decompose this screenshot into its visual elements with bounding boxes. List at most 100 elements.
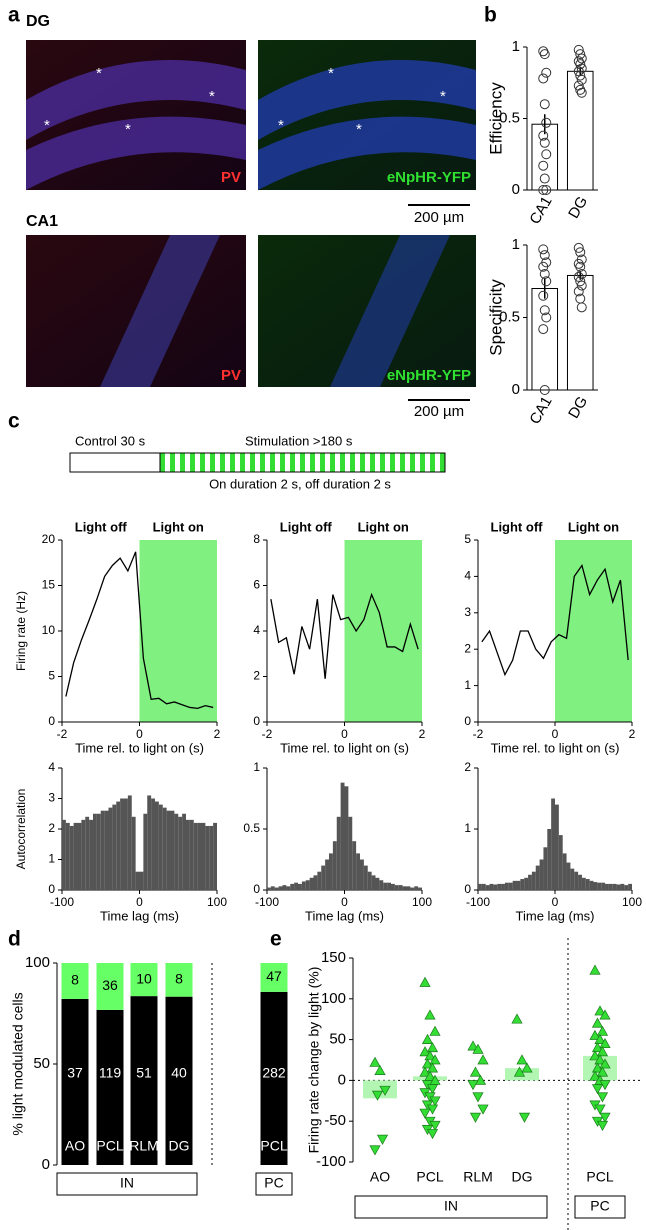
histogram-bar [524,877,529,890]
group-label: PC [590,1198,609,1214]
x-tick-label: 0 [341,727,348,741]
histogram-bar [485,885,490,890]
data-point [594,1005,606,1016]
data-point [477,1104,489,1115]
histogram-bar [371,875,376,890]
x-tick-label: 2 [214,727,221,741]
y-tick-label: 0 [48,714,55,728]
data-point [538,290,549,301]
x-tick-label: -2 [57,727,68,741]
histogram-bar [394,885,399,890]
data-point [591,1042,604,1053]
y-tick-label: 0.5 [243,821,260,835]
histogram-bar [93,813,97,890]
histogram-bar [402,886,407,890]
x-axis-label: Time rel. to light on (s) [491,740,620,755]
histogram-bar [182,813,186,890]
data-point [539,99,550,110]
histogram-bar [325,859,329,890]
data-point [538,160,549,171]
data-point [472,1092,484,1103]
y-tick-label: 15 [42,578,56,592]
asterisk: * [125,121,131,138]
group-box [56,1172,198,1196]
histogram-bar [89,819,93,890]
data-point [573,258,584,269]
data-point [599,1037,611,1049]
histogram-bar [73,822,78,890]
data-point [419,1046,431,1057]
bar-segment [260,963,288,992]
data-point [575,59,586,70]
data-point [573,44,584,55]
category-label: PCL [260,1138,287,1154]
image-texture [100,235,220,387]
panel-label: e [270,928,282,951]
data-point [596,1092,609,1103]
y-tick-label: 1 [464,821,471,835]
data-label: 10 [136,970,152,986]
category-label: PCL [96,1138,123,1154]
histogram-bar [344,786,349,890]
histogram-bar [309,877,314,890]
histogram-bar [608,883,613,890]
bar-segment [165,996,193,1165]
histogram-bar [497,883,502,890]
light-on-region [139,540,217,722]
data-point [576,63,587,74]
y-tick-label: 8 [253,532,260,546]
data-point [421,1033,434,1044]
x-tick-label: PCL [586,1169,613,1185]
data-label: 40 [171,1065,187,1081]
data-point [596,1120,609,1132]
group-label: IN [120,1175,134,1191]
data-point [371,1090,384,1101]
data-label: 119 [99,1065,122,1081]
data-point [369,1056,381,1067]
histogram-bar [278,886,283,890]
x-tick-label: 100 [412,895,432,909]
data-point [538,324,549,335]
x-axis-label: Time lag (ms) [100,908,179,923]
histogram-bar [329,853,333,890]
data-point [591,1062,604,1073]
line [270,592,419,679]
y-axis-label: Firing rate (Hz) [14,591,28,671]
y-tick-label: 100 [25,954,50,971]
data-point [518,1112,531,1123]
image-texture [26,60,246,190]
data-point [539,305,550,316]
histogram-bar [620,883,625,890]
histogram-bar [178,816,183,890]
histogram-bar [352,841,357,890]
histogram-bar [597,882,602,890]
data-point [421,1058,434,1069]
data-point [538,46,549,57]
y-tick-label: 0.5 [499,109,520,126]
control-period [69,452,161,473]
category-label: RLM [129,1138,159,1154]
y-tick-label: 10 [42,623,56,637]
data-point [426,1062,439,1073]
data-label: 8 [175,971,183,987]
data-point [576,87,587,98]
x-tick-label: -100 [466,895,490,909]
x-tick-label: 100 [207,895,227,909]
group-label: PC [264,1175,283,1191]
bar [566,274,594,391]
histogram-bar [294,882,298,890]
group-box [354,1195,548,1219]
y-tick-label: 0.5 [499,308,520,325]
data-point [589,1029,601,1040]
region-label: DG [26,13,50,30]
data-point [573,66,584,77]
data-point [575,247,586,258]
histogram-bar [104,810,109,890]
x-tick-label: 0 [552,727,559,741]
y-tick-label: 1 [512,236,520,253]
data-point [538,244,549,255]
